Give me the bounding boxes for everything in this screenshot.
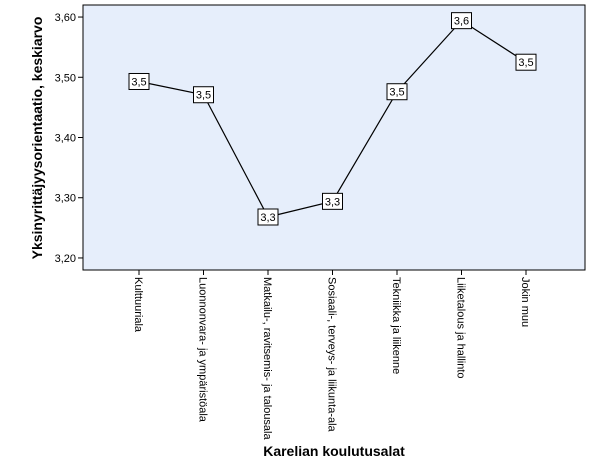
data-label-box: [515, 53, 537, 71]
x-tick-label: Jokin muu: [519, 277, 531, 327]
y-tick-label: 3,50: [55, 72, 76, 84]
data-point: 3,5: [386, 83, 408, 101]
x-tick-label: Tekniikka ja liikenne: [390, 277, 402, 374]
y-axis: 3,20 3,30 3,40 3,50 3,60: [55, 12, 83, 265]
data-point: 3,5: [515, 53, 537, 71]
x-axis-title: Karelian koulutusalat: [263, 443, 405, 459]
data-label-box: [257, 208, 279, 226]
data-label-box: [386, 83, 408, 101]
data-label: 3,5: [389, 87, 404, 99]
data-point: 3,6: [451, 12, 472, 30]
data-label: 3,5: [518, 57, 533, 69]
data-labels: 3,5 3,5 3,3 3,3 3,5 3,6 3,5: [128, 12, 537, 226]
x-tick-label: Sosiaali-, terveys- ja liikunta-ala: [326, 277, 338, 433]
y-tick-label: 3,60: [55, 12, 76, 24]
x-tick-label: Luonnonvara- ja ympäristöala: [197, 277, 209, 423]
y-tick-label: 3,30: [55, 193, 76, 205]
y-tick-label: 3,40: [55, 133, 76, 145]
data-label-box: [451, 12, 472, 30]
data-point: 3,3: [322, 192, 343, 210]
data-point: 3,5: [128, 72, 150, 90]
x-tick-label: Liiketalous ja hallinto: [455, 277, 467, 379]
data-label: 3,5: [131, 76, 146, 88]
data-label: 3,3: [260, 212, 275, 224]
y-tick-label: 3,20: [55, 253, 76, 265]
x-axis: Kulttuuriala Luonnonvara- ja ympäristöala…: [132, 270, 531, 440]
x-tick-label: Kulttuuriala: [132, 277, 144, 333]
y-axis-title: Yksinyrittäjyysorientaatio, keskiarvo: [29, 17, 45, 260]
x-tick-label: Matkailu-, ravitsemis- ja talousala: [261, 277, 273, 440]
data-label-box: [128, 72, 150, 90]
data-label: 3,3: [325, 196, 340, 208]
data-label: 3,5: [196, 90, 211, 102]
data-point: 3,5: [193, 86, 214, 104]
data-label: 3,6: [454, 16, 469, 28]
data-label-box: [322, 192, 343, 210]
data-label-box: [193, 86, 214, 104]
plot-area: [82, 4, 586, 271]
data-point: 3,3: [257, 208, 279, 226]
